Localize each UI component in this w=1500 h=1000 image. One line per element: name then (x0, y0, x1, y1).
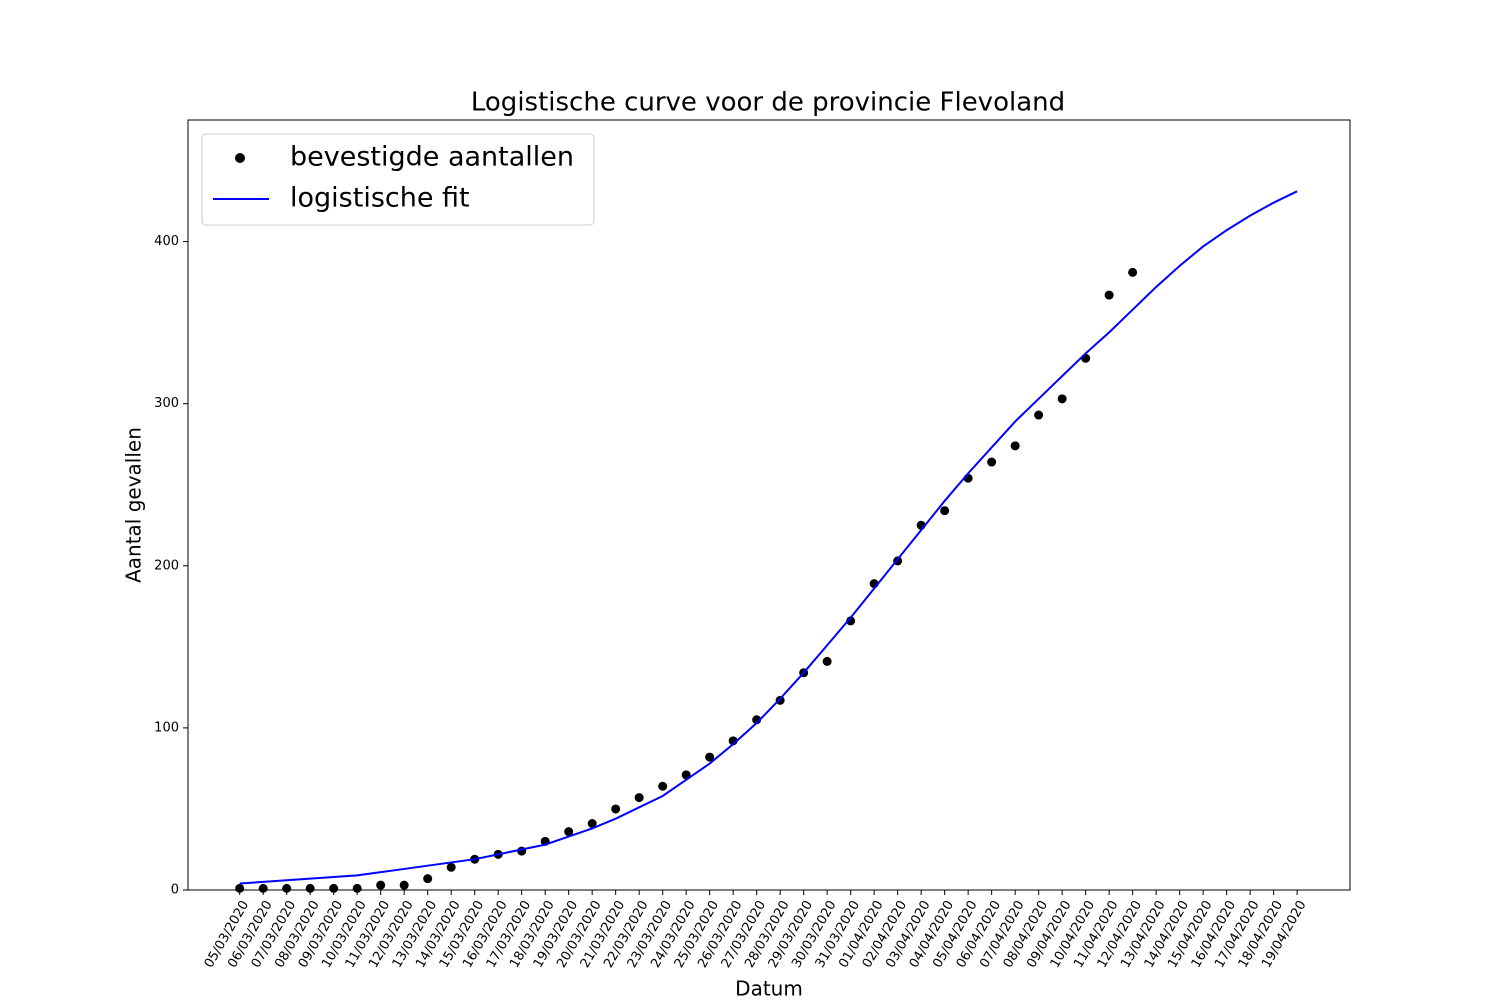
data-point (611, 804, 621, 814)
legend-label: bevestigde aantallen (290, 142, 574, 173)
data-point (399, 880, 409, 890)
data-point (634, 793, 644, 803)
data-point (775, 695, 785, 705)
data-point (1128, 267, 1138, 277)
data-point (1057, 394, 1067, 404)
y-tick-label: 0 (171, 883, 179, 898)
y-tick-label: 400 (154, 234, 179, 249)
data-point (940, 506, 950, 516)
data-point (423, 874, 433, 884)
data-point (846, 616, 856, 626)
data-point (258, 883, 268, 893)
data-point (282, 883, 292, 893)
y-tick-label: 100 (154, 720, 179, 735)
legend-box (201, 133, 595, 226)
y-tick-label: 200 (154, 558, 179, 573)
data-point (1034, 410, 1044, 420)
data-point (352, 883, 362, 893)
data-point (587, 819, 597, 829)
chart-title: Logistische curve voor de provincie Flev… (471, 88, 1065, 118)
legend-label: logistische fit (290, 183, 470, 214)
plot-area (187, 119, 1351, 891)
data-point (987, 457, 997, 467)
data-point (822, 656, 832, 666)
data-point (658, 781, 668, 791)
data-point (235, 883, 245, 893)
data-point (564, 827, 574, 837)
data-point (376, 880, 386, 890)
data-point (705, 752, 715, 762)
data-point (305, 883, 315, 893)
data-point (1104, 290, 1114, 300)
data-point (446, 862, 456, 872)
legend: bevestigde aantallen logistische fit (201, 133, 595, 226)
fit-line (239, 190, 1298, 885)
legend-marker (235, 153, 245, 163)
data-point (329, 883, 339, 893)
y-axis-label: Aantal gevallen (122, 427, 146, 583)
data-point (1010, 441, 1020, 451)
x-axis-label: Datum (735, 977, 803, 1000)
y-tick-label: 300 (154, 396, 179, 411)
